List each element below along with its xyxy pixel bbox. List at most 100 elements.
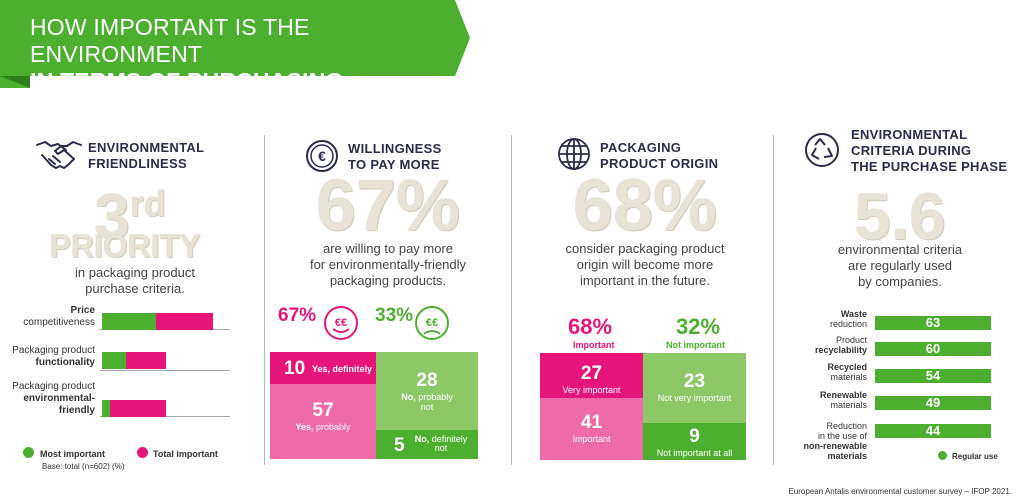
cell-important: 41 Important [540, 398, 643, 460]
sad-face-icon: €€ [415, 306, 449, 340]
label-line: Reduction [826, 421, 867, 431]
legend-total: Total important [153, 449, 218, 459]
title-text: ENVIRONMENTAL [88, 140, 205, 155]
label-line: materials [830, 372, 867, 382]
willingness-description: are willing to pay more for environmenta… [270, 241, 506, 289]
bar-most-important [102, 313, 156, 330]
title-line-2: IN TERMS OF PURCHASING CRITERIA? [30, 68, 344, 121]
label-line: recyclability [814, 345, 867, 355]
base-note: Base: total (n=602) (%) [42, 462, 125, 471]
euro-coin-icon: € [306, 140, 338, 172]
bar-most-important [102, 352, 126, 369]
cell-label: Important [572, 434, 611, 444]
divider [511, 135, 512, 465]
desc-line: origin will become more [576, 257, 714, 272]
label-line: Packaging product [12, 345, 95, 356]
cell-no-probably-not: 28 No, probably not [376, 352, 478, 430]
label-line: Packaging product [12, 381, 95, 392]
title-text: FRIENDLINESS [88, 156, 187, 171]
cell-value: 41 [580, 412, 603, 433]
cell-value: 10 [284, 358, 306, 379]
criteria-bar-renewable: 49 [875, 396, 991, 410]
source-note: European Antalis environmental customer … [788, 487, 1012, 496]
svg-text:€€: €€ [335, 317, 347, 329]
no-percent: 33% [375, 305, 414, 326]
cell-label: Yes, definitely [312, 364, 373, 374]
cell-label: No, [401, 392, 416, 402]
section-title-criteria: ENVIRONMENTAL CRITERIA DURING THE PURCHA… [851, 127, 1007, 175]
label-line: Waste [840, 309, 867, 319]
criteria-bar-recycled: 54 [875, 369, 991, 383]
cell-value: 23 [683, 371, 706, 392]
bar-most-important [102, 400, 110, 417]
cell-label: not [420, 402, 434, 412]
not-important-label: Not important [666, 340, 725, 350]
desc-line: in packaging product [75, 265, 195, 280]
legend-regular-use: Regular use [952, 452, 998, 461]
willingness-percent: 67% [315, 166, 461, 246]
desc-line: environmental criteria [837, 242, 963, 257]
cell-label: Not important at all [656, 448, 733, 458]
label-line: materials [830, 400, 867, 410]
happy-face-icon: €€ [324, 306, 358, 340]
criteria-bar-recyclability: 60 [875, 342, 991, 356]
origin-description: consider packaging product origin will b… [520, 241, 770, 289]
svg-text:€: € [318, 148, 326, 164]
cell-no-definitely-not: 5 No, definitely not [376, 430, 478, 459]
label-line: in the use of [817, 431, 867, 441]
title-text: THE PURCHASE PHASE [851, 159, 1008, 174]
label-line: Renewable [819, 390, 867, 400]
cell-yes-probably: 57 Yes, probably [270, 384, 376, 459]
title-text: PRODUCT ORIGIN [600, 156, 719, 171]
bar-axis [100, 370, 230, 371]
cell-yes-definitely: 10 Yes, definitely [270, 352, 376, 384]
cell-label: definitely [431, 434, 468, 444]
criteria-label-renewable: Renewable materials [790, 390, 867, 410]
label-line: functionality [35, 357, 95, 368]
recycle-icon [805, 133, 839, 167]
label-line: Product [835, 335, 867, 345]
criteria-bar-waste: 63 [875, 316, 991, 330]
legend-most: Most important [40, 449, 105, 459]
origin-percent: 68% [572, 166, 718, 246]
label-line: reduction [829, 319, 867, 329]
desc-line: important in the future. [579, 273, 711, 288]
cell-label: probably [316, 422, 351, 432]
cell-label: Yes, [295, 422, 314, 432]
cell-label: not [434, 443, 448, 453]
not-important-percent: 32% [676, 314, 721, 339]
label-line: Recycled [827, 362, 867, 372]
cell-label: Very important [562, 385, 621, 395]
legend-dot-total [137, 447, 148, 458]
title-text: CRITERIA DURING [851, 143, 972, 158]
title-text: TO PAY MORE [348, 157, 440, 172]
cell-not-very-important: 23 Not very important [643, 353, 746, 423]
globe-icon [558, 138, 590, 170]
section-title-willingness: WILLINGNESS TO PAY MORE [348, 141, 442, 173]
title-text: ENVIRONMENTAL [851, 127, 968, 142]
cell-not-important-at-all: 9 Not important at all [643, 423, 746, 460]
divider [773, 135, 774, 465]
page-title: HOW IMPORTANT IS THE ENVIRONMENT IN TERM… [30, 14, 470, 122]
desc-line: purchase criteria. [85, 281, 185, 296]
divider [264, 135, 265, 465]
criteria-count: 5.6 [854, 179, 946, 253]
environmental-description: in packaging product purchase criteria. [40, 265, 230, 297]
criteria-label-waste: Waste reduction [790, 309, 867, 329]
desc-line: are regularly used [847, 258, 953, 273]
important-percent: 68% [568, 314, 613, 339]
title-banner: HOW IMPORTANT IS THE ENVIRONMENT IN TERM… [0, 0, 470, 121]
rank-suffix: rd [129, 183, 166, 224]
cell-very-important: 27 Very important [540, 353, 643, 398]
desc-line: are willing to pay more [322, 241, 454, 256]
cell-value: 27 [580, 363, 603, 384]
criteria-description: environmental criteria are regularly use… [790, 242, 1010, 290]
desc-line: for environmentally-friendly [309, 257, 467, 272]
cell-value: 28 [416, 370, 438, 391]
bar-label-functionality: Packaging product functionality [5, 345, 95, 369]
desc-line: consider packaging product [565, 241, 725, 256]
title-text: PACKAGING [600, 140, 682, 155]
criteria-label-recyclability: Product recyclability [790, 335, 867, 355]
label-line: non-renewable [803, 441, 867, 451]
banner-shape [0, 0, 470, 88]
